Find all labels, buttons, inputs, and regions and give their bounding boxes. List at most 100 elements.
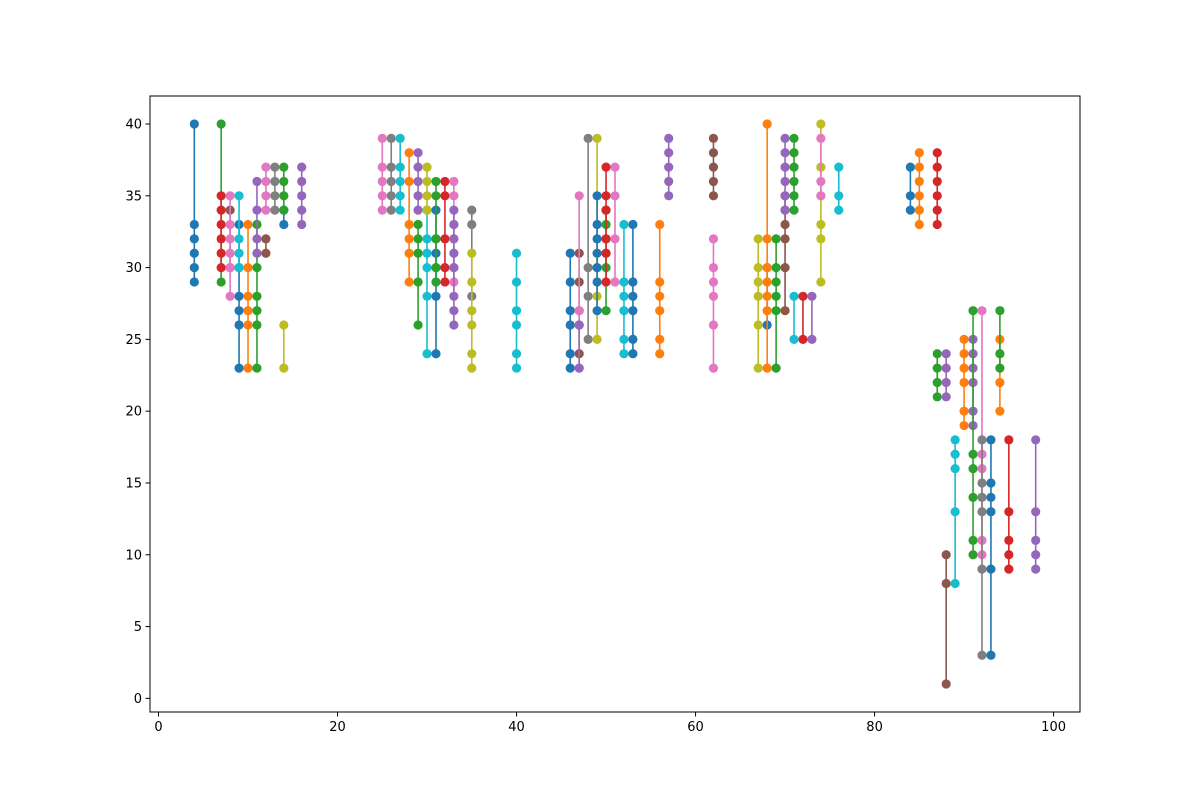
data-point bbox=[959, 377, 969, 388]
data-point bbox=[592, 219, 602, 230]
data-point bbox=[655, 291, 665, 301]
data-point bbox=[243, 219, 253, 230]
plot-frame bbox=[149, 95, 1081, 713]
data-point bbox=[252, 320, 262, 330]
data-point bbox=[968, 535, 978, 546]
data-point bbox=[449, 262, 459, 273]
data-point bbox=[932, 392, 942, 402]
data-point bbox=[780, 262, 790, 273]
data-point bbox=[816, 277, 826, 287]
data-point bbox=[950, 464, 960, 474]
data-point bbox=[941, 679, 951, 689]
data-point bbox=[655, 306, 665, 316]
data-point bbox=[431, 176, 441, 187]
data-point bbox=[628, 291, 638, 301]
data-point bbox=[467, 277, 477, 287]
data-point bbox=[816, 219, 826, 230]
data-point bbox=[986, 478, 996, 488]
data-point bbox=[377, 191, 387, 201]
data-point bbox=[422, 248, 432, 258]
data-point bbox=[628, 306, 638, 316]
series-73 bbox=[977, 435, 987, 660]
data-point bbox=[816, 176, 826, 187]
data-point bbox=[592, 133, 602, 143]
data-point bbox=[261, 162, 271, 172]
y-tick-label: 30 bbox=[125, 261, 142, 276]
data-point bbox=[565, 320, 575, 330]
data-point bbox=[413, 191, 423, 201]
data-point bbox=[968, 306, 978, 316]
data-point bbox=[216, 219, 226, 230]
data-point bbox=[1031, 550, 1041, 560]
data-point bbox=[789, 334, 799, 344]
data-point bbox=[968, 449, 978, 459]
data-point bbox=[511, 248, 522, 258]
data-point bbox=[467, 363, 477, 373]
series-67 bbox=[941, 550, 951, 689]
series-58 bbox=[807, 291, 817, 344]
data-point bbox=[243, 320, 253, 330]
data-point bbox=[771, 262, 781, 273]
data-point bbox=[959, 363, 969, 373]
data-point bbox=[914, 205, 924, 215]
data-point bbox=[780, 306, 790, 316]
data-point bbox=[440, 176, 450, 187]
data-point bbox=[234, 191, 244, 201]
data-point bbox=[619, 277, 629, 287]
data-point bbox=[511, 363, 522, 373]
data-point bbox=[511, 349, 522, 359]
data-point bbox=[243, 306, 253, 316]
data-point bbox=[619, 306, 629, 316]
series-48 bbox=[708, 133, 719, 201]
series-21 bbox=[413, 219, 423, 330]
data-point bbox=[708, 191, 719, 201]
data-point bbox=[189, 277, 199, 287]
data-point bbox=[216, 248, 226, 258]
data-point bbox=[449, 320, 459, 330]
data-point bbox=[574, 191, 584, 201]
data-point bbox=[771, 277, 781, 287]
data-point bbox=[995, 349, 1005, 359]
series-49 bbox=[753, 234, 763, 373]
data-point bbox=[270, 176, 280, 187]
data-point bbox=[762, 306, 772, 316]
data-point bbox=[592, 306, 602, 316]
data-point bbox=[216, 191, 226, 201]
data-point bbox=[261, 191, 271, 201]
data-point bbox=[279, 162, 289, 172]
data-point bbox=[592, 334, 602, 344]
data-point bbox=[762, 291, 772, 301]
data-point bbox=[404, 277, 414, 287]
data-point bbox=[941, 392, 951, 402]
series-65 bbox=[932, 349, 942, 402]
data-point bbox=[780, 234, 790, 244]
data-point bbox=[655, 277, 665, 287]
data-point bbox=[252, 205, 262, 215]
series-7 bbox=[243, 219, 253, 373]
series-61 bbox=[834, 162, 844, 215]
data-point bbox=[610, 234, 620, 244]
y-tick-label: 0 bbox=[134, 692, 142, 707]
data-point bbox=[932, 148, 942, 158]
data-point bbox=[234, 234, 244, 244]
series-27 bbox=[440, 176, 450, 287]
series-51 bbox=[762, 119, 772, 373]
data-point bbox=[440, 234, 450, 244]
series-60 bbox=[816, 133, 826, 201]
data-point bbox=[932, 349, 942, 359]
data-point bbox=[216, 262, 226, 273]
data-point bbox=[422, 234, 432, 244]
data-point bbox=[780, 205, 790, 215]
x-tick-label: 60 bbox=[687, 720, 704, 735]
data-point bbox=[511, 306, 522, 316]
data-point bbox=[261, 234, 271, 244]
series-0 bbox=[189, 119, 199, 287]
series-43 bbox=[619, 219, 629, 359]
data-point bbox=[565, 363, 575, 373]
data-point bbox=[574, 363, 584, 373]
data-point bbox=[655, 349, 665, 359]
data-point bbox=[780, 162, 790, 172]
series-41 bbox=[601, 162, 611, 287]
data-point bbox=[449, 248, 459, 258]
data-point bbox=[914, 162, 924, 172]
